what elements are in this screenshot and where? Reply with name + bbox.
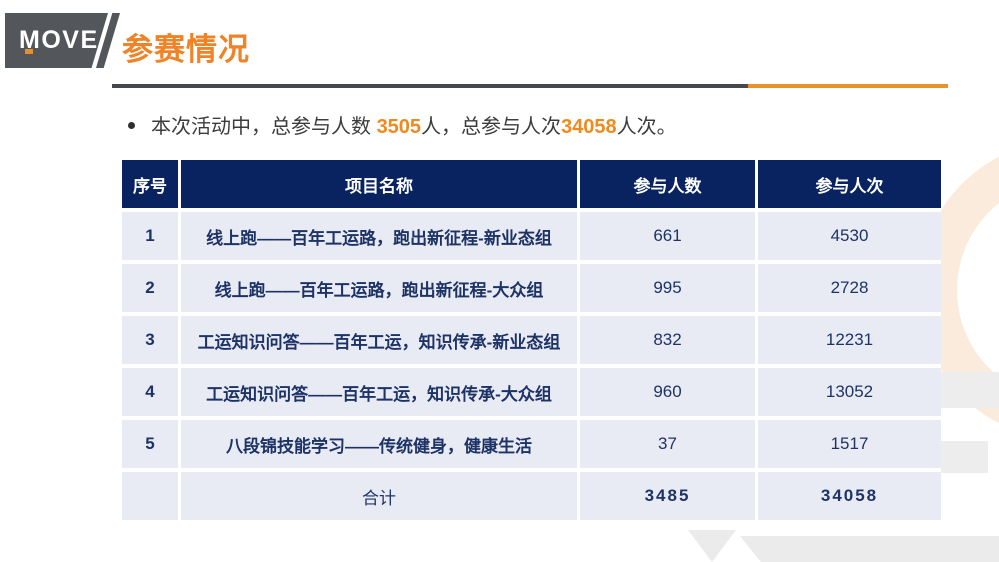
row-participations: 4530	[758, 212, 941, 264]
row-participations: 2728	[758, 264, 941, 316]
total-row-label: 合计	[181, 472, 580, 524]
page-title: 参赛情况	[122, 32, 250, 67]
watermark-letter-bar	[937, 372, 999, 408]
col-header-index: 序号	[122, 160, 181, 212]
watermark-letter-block	[740, 536, 999, 562]
title-underline-dark	[112, 84, 748, 88]
summary-text-before: 本次活动中，总参与人数	[151, 116, 377, 138]
table-total-row: 合计 3485 34058	[122, 472, 941, 524]
participation-table-wrap: 序号 项目名称 参与人数 参与人次 1 线上跑——百年工运路，跑出新征程-新业态…	[122, 160, 941, 524]
table-row: 5 八段锦技能学习——传统健身，健康生活 37 1517	[122, 420, 941, 472]
summary-total-people: 3505	[376, 116, 422, 138]
row-participations: 13052	[758, 368, 941, 420]
summary-line: 本次活动中，总参与人数 3505人，总参与人次34058人次。	[128, 110, 677, 139]
summary-text-middle: 人，总参与人次	[421, 116, 562, 138]
watermark-letter-bar	[933, 441, 988, 473]
total-participants: 3485	[580, 472, 758, 524]
row-project-name: 八段锦技能学习——传统健身，健康生活	[181, 420, 580, 472]
table-row: 2 线上跑——百年工运路，跑出新征程-大众组 995 2728	[122, 264, 941, 316]
row-index: 2	[122, 264, 181, 316]
logo-orange-tick-icon	[25, 49, 33, 54]
row-index: 5	[122, 420, 181, 472]
row-participations: 1517	[758, 420, 941, 472]
summary-text-after: 人次。	[616, 116, 677, 138]
table-header-row: 序号 项目名称 参与人数 参与人次	[122, 160, 941, 212]
move-logo: MOVE	[5, 13, 108, 68]
row-index: 1	[122, 212, 181, 264]
row-participants: 37	[580, 420, 758, 472]
row-index: 4	[122, 368, 181, 420]
row-participations: 12231	[758, 316, 941, 368]
row-participants: 832	[580, 316, 758, 368]
row-participants: 661	[580, 212, 758, 264]
bullet-icon	[128, 122, 135, 129]
col-header-project-name: 项目名称	[181, 160, 580, 212]
row-participants: 995	[580, 264, 758, 316]
table-row: 4 工运知识问答——百年工运，知识传承-大众组 960 13052	[122, 368, 941, 420]
total-participations: 34058	[758, 472, 941, 524]
col-header-participants: 参与人数	[580, 160, 758, 212]
total-row-empty-cell	[122, 472, 181, 524]
row-project-name: 线上跑——百年工运路，跑出新征程-大众组	[181, 264, 580, 316]
participation-table: 序号 项目名称 参与人数 参与人次 1 线上跑——百年工运路，跑出新征程-新业态…	[122, 160, 941, 524]
row-project-name: 工运知识问答——百年工运，知识传承-新业态组	[181, 316, 580, 368]
summary-total-times: 34058	[561, 116, 617, 138]
row-participants: 960	[580, 368, 758, 420]
row-project-name: 线上跑——百年工运路，跑出新征程-新业态组	[181, 212, 580, 264]
col-header-participations: 参与人次	[758, 160, 941, 212]
table-row: 1 线上跑——百年工运路，跑出新征程-新业态组 661 4530	[122, 212, 941, 264]
watermark-letter-v	[688, 530, 736, 562]
title-underline-orange	[748, 84, 948, 88]
row-project-name: 工运知识问答——百年工运，知识传承-大众组	[181, 368, 580, 420]
table-row: 3 工运知识问答——百年工运，知识传承-新业态组 832 12231	[122, 316, 941, 368]
row-index: 3	[122, 316, 181, 368]
